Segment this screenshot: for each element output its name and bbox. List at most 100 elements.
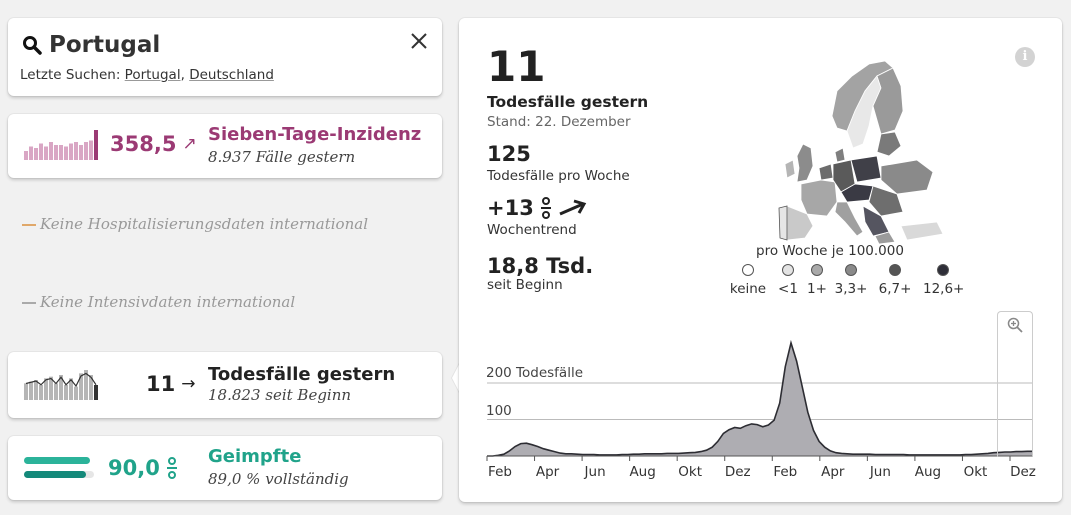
sparkline-bar [94, 130, 98, 160]
sparkline-bar [49, 142, 53, 160]
icu-no-data-text: Keine Intensivdaten international [40, 293, 296, 311]
incidence-card[interactable]: 358,5 ↗ Sieben-Tage-Inzidenz 8.937 Fälle… [8, 114, 442, 178]
vaccinated-value: 90,0 [108, 456, 178, 480]
recent-searches: Letzte Suchen: Portugal, Deutschland [20, 67, 274, 83]
search-card: Portugal Letzte Suchen: Portugal, Deutsc… [8, 18, 442, 96]
map-legend-dot [742, 264, 754, 276]
x-tick-label: Apr [821, 464, 845, 480]
map-legend-dot [811, 264, 823, 276]
vaccinated-title: Geimpfte [208, 446, 302, 467]
sparkline-bar [89, 140, 93, 160]
trend-up-arrow-icon [559, 199, 587, 216]
deaths-subtitle: 18.823 seit Beginn [208, 386, 352, 404]
map-turkey [900, 221, 944, 241]
hospital-dash [22, 224, 36, 226]
vaccinated-number: 90,0 [108, 456, 160, 480]
map-legend-dot [782, 264, 794, 276]
sparkline-bar [74, 386, 78, 400]
vaccination-bars [24, 457, 94, 478]
deaths-line [487, 339, 1033, 457]
sparkline-bar [24, 383, 28, 400]
x-tick-label: Apr [535, 464, 560, 480]
map-italy [834, 201, 864, 237]
map-legend-dot [889, 264, 901, 276]
trend-label: Wochentrend [487, 222, 577, 238]
sparkline-bar [79, 145, 83, 160]
incidence-sparkline [24, 130, 98, 160]
incidence-number: 358,5 [110, 132, 177, 156]
map-legend-item: 6,7+ [875, 264, 915, 297]
hospital-no-data-text: Keine Hospitalisierungsdaten internation… [40, 215, 368, 233]
sparkline-bar [39, 385, 43, 400]
close-icon[interactable] [408, 30, 430, 52]
map-greece [874, 231, 896, 244]
sparkline-trend-line [25, 372, 97, 388]
incidence-title: Sieben-Tage-Inzidenz [208, 124, 422, 145]
incidence-value: 358,5 ↗ [110, 132, 197, 156]
recent-search-portugal[interactable]: Portugal [124, 67, 181, 83]
trend-row: +13 [487, 196, 588, 220]
deaths-number: 11 [146, 372, 176, 396]
map-france [800, 179, 838, 217]
recent-search-deutschland[interactable]: Deutschland [189, 67, 274, 83]
trend-value: +13 [487, 196, 534, 220]
map-baltics [876, 131, 902, 157]
deaths-chart [486, 339, 1033, 461]
percent-icon [166, 457, 177, 479]
week-label: Todesfälle pro Woche [487, 168, 630, 184]
sparkline-bar [59, 145, 63, 160]
hospital-no-data: Keine Hospitalisierungsdaten internation… [22, 215, 368, 233]
sparkline-bar [84, 370, 88, 400]
icu-dash [22, 302, 36, 304]
sparkline-bar [64, 385, 68, 400]
europe-map [778, 60, 944, 244]
sparkline-bar [94, 385, 98, 400]
map-uk [796, 143, 814, 183]
sparkline-bar [29, 381, 33, 400]
map-legend-item: 1+ [797, 264, 837, 297]
vaccinated-card[interactable]: 90,0 Geimpfte 89,0 % vollständig [8, 436, 442, 500]
sparkline-bar [79, 373, 83, 400]
sparkline-bar [89, 375, 93, 400]
x-tick-label: Dez [724, 464, 751, 480]
percent-icon [540, 197, 551, 219]
map-legend-dot [845, 264, 857, 276]
map-legend-label: 6,7+ [878, 281, 912, 297]
sparkline-bar [59, 375, 63, 400]
sparkline-bar [69, 143, 73, 160]
search-query[interactable]: Portugal [22, 32, 160, 58]
deaths-title: Todesfälle gestern [208, 364, 396, 385]
total-value: 18,8 Tsd. [487, 254, 594, 278]
zoom-box[interactable] [997, 311, 1033, 457]
info-icon[interactable]: i [1015, 47, 1035, 67]
recent-separator: , [180, 67, 190, 83]
sparkline-bar [44, 146, 48, 160]
map-legend-label: 1+ [807, 281, 827, 297]
sparkline-bar [69, 378, 73, 400]
y-tick-label-100: 100 [486, 403, 512, 419]
detail-big-label: Todesfälle gestern [487, 93, 649, 111]
map-ukraine [880, 159, 934, 195]
map-legend-item: keine [728, 264, 768, 297]
sparkline-bar [49, 376, 53, 400]
deaths-value: 11 → [146, 372, 195, 396]
map-legend-title: pro Woche je 100.000 [756, 243, 904, 259]
sparkline-bar [54, 383, 58, 400]
trend-up-icon: ↗ [182, 134, 197, 154]
deaths-card[interactable]: 11 → Todesfälle gestern 18.823 seit Begi… [8, 352, 442, 418]
deaths-area [487, 342, 1033, 456]
sparkline-bar [44, 378, 48, 400]
map-finland [872, 67, 904, 135]
map-legend-item: 3,3+ [831, 264, 871, 297]
sparkline-bar [64, 146, 68, 160]
deaths-sparkline [24, 370, 98, 400]
map-denmark [834, 147, 846, 163]
zoom-in-icon[interactable] [1007, 317, 1023, 333]
detail-stand-date: Stand: 22. Dezember [487, 114, 631, 130]
y-tick-label-200: 200 Todesfälle [486, 365, 584, 381]
trend-flat-icon: → [181, 374, 196, 394]
map-legend-item: 12,6+ [923, 264, 964, 297]
sparkline-bar [24, 151, 28, 160]
x-tick-label: Dez [1010, 464, 1036, 480]
map-legend-label: 3,3+ [834, 281, 868, 297]
